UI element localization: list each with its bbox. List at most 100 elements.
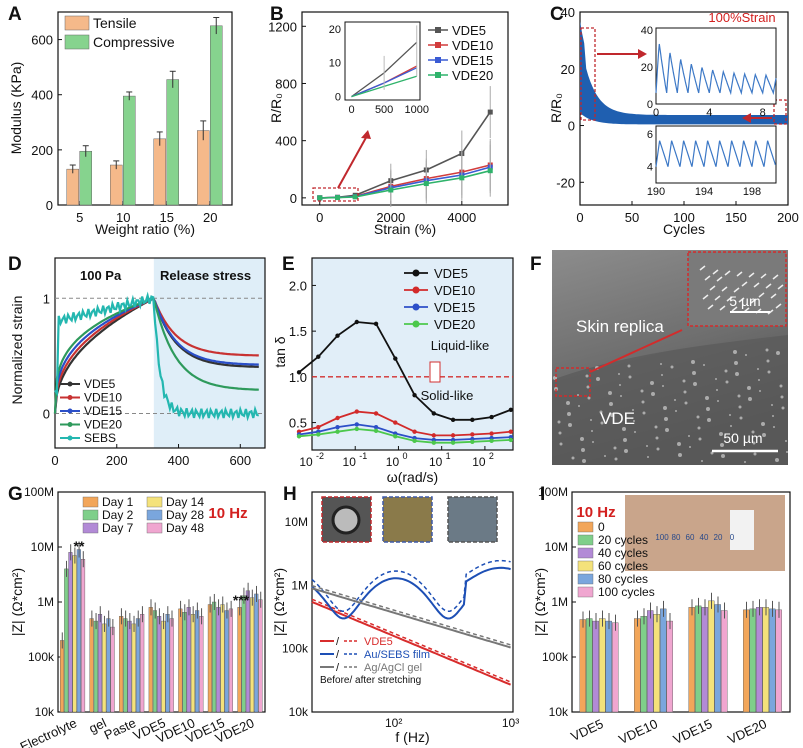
legend-label: VDE15 bbox=[434, 300, 475, 315]
particle bbox=[678, 453, 682, 457]
data-point bbox=[459, 175, 465, 181]
data-point bbox=[508, 429, 514, 434]
bar bbox=[701, 607, 708, 713]
particle bbox=[581, 448, 585, 452]
fiber bbox=[741, 281, 748, 287]
data-point bbox=[423, 181, 429, 187]
inset-y-tick-label: 6 bbox=[647, 129, 653, 141]
y-tick-label: 100M bbox=[538, 485, 568, 499]
legend-swatch bbox=[82, 522, 99, 534]
release-region bbox=[153, 258, 265, 448]
x-tick-label: gel bbox=[87, 715, 109, 736]
fiber bbox=[750, 298, 757, 304]
x-tick-label: 50 bbox=[625, 210, 639, 225]
fiber bbox=[765, 283, 772, 289]
particle bbox=[767, 370, 771, 374]
y-tick-label: 10M bbox=[31, 540, 54, 554]
particle bbox=[744, 461, 746, 463]
data-point bbox=[412, 429, 417, 434]
bar bbox=[131, 623, 136, 713]
x-tick-label: 4000 bbox=[447, 210, 476, 225]
particle bbox=[776, 351, 780, 355]
fiber bbox=[709, 285, 716, 291]
data-point bbox=[316, 354, 321, 359]
wristband bbox=[730, 510, 754, 550]
fiber bbox=[775, 303, 782, 309]
bar bbox=[241, 595, 246, 713]
bar bbox=[135, 618, 141, 713]
arrow-box bbox=[429, 361, 441, 383]
data-point bbox=[388, 187, 394, 193]
bar bbox=[237, 607, 242, 713]
y-tick-label: 0 bbox=[43, 406, 50, 421]
x-tick-label: VDE5 bbox=[568, 716, 605, 744]
fiber bbox=[738, 297, 745, 303]
particle bbox=[622, 427, 626, 431]
y-tick-label: 100M bbox=[24, 485, 54, 499]
data-point bbox=[470, 417, 475, 423]
legend-label: Day 14 bbox=[166, 495, 204, 509]
particle bbox=[568, 423, 572, 427]
x-tick-label: 0 bbox=[51, 453, 58, 468]
particle bbox=[624, 449, 628, 453]
bar bbox=[64, 568, 69, 713]
fiber bbox=[767, 309, 774, 315]
x-tick-label: 10² bbox=[385, 716, 402, 730]
significance-marker: *** bbox=[233, 592, 250, 608]
particle bbox=[682, 379, 686, 383]
legend-label: Day 28 bbox=[166, 508, 204, 522]
bar bbox=[80, 559, 86, 713]
fiber bbox=[733, 287, 740, 293]
particle bbox=[592, 441, 594, 443]
series-line bbox=[298, 423, 511, 441]
particle bbox=[696, 415, 700, 419]
particle bbox=[689, 446, 691, 448]
particle bbox=[596, 377, 600, 381]
fiber bbox=[712, 269, 719, 275]
data-point bbox=[373, 424, 379, 430]
particle bbox=[683, 390, 687, 394]
particle bbox=[745, 354, 747, 356]
legend-label: VDE5 bbox=[434, 266, 468, 281]
bar bbox=[182, 612, 187, 713]
particle bbox=[759, 390, 761, 392]
inset-x-tick-label: 198 bbox=[743, 186, 761, 198]
particle bbox=[698, 437, 702, 441]
y-tick-label: 1M bbox=[291, 578, 308, 592]
x-axis-label: ω(rad/s) bbox=[387, 469, 438, 485]
bar bbox=[79, 150, 92, 206]
particle bbox=[591, 430, 593, 432]
inset-series-line bbox=[655, 140, 776, 167]
inset-frame bbox=[344, 21, 421, 101]
particle bbox=[623, 438, 627, 442]
particle bbox=[578, 405, 580, 407]
bar bbox=[599, 618, 606, 713]
strain-annotation: 100%Strain bbox=[708, 10, 775, 25]
x-tick-label: 200 bbox=[777, 210, 799, 225]
photo-strain-label: 100 bbox=[655, 533, 669, 542]
legend-swatch bbox=[82, 509, 99, 521]
fiber bbox=[736, 271, 743, 277]
particle bbox=[610, 413, 614, 417]
bar bbox=[197, 130, 210, 206]
x-tick-label: VDE10 bbox=[616, 716, 660, 747]
inset-y-tick-label: 0 bbox=[335, 92, 341, 104]
sem-micrograph bbox=[552, 250, 788, 465]
legend-swatch bbox=[577, 586, 594, 598]
bar bbox=[93, 620, 98, 713]
y-tick-label: 600 bbox=[31, 33, 53, 48]
legend-separator: / bbox=[336, 649, 340, 661]
panel-label-F: F bbox=[530, 254, 542, 275]
particle bbox=[632, 409, 634, 411]
series-line-stretched bbox=[311, 559, 511, 613]
particle bbox=[765, 348, 769, 352]
particle bbox=[662, 385, 664, 387]
particle bbox=[640, 389, 644, 393]
data-point bbox=[431, 411, 437, 416]
stress-label: 100 Pa bbox=[80, 268, 122, 283]
data-point bbox=[450, 417, 456, 423]
series-line bbox=[53, 297, 259, 414]
scale-bar-small-label: 5 µm bbox=[729, 293, 760, 309]
photo-strain-label: 20 bbox=[714, 533, 723, 542]
panel-label-I: I bbox=[540, 484, 545, 505]
